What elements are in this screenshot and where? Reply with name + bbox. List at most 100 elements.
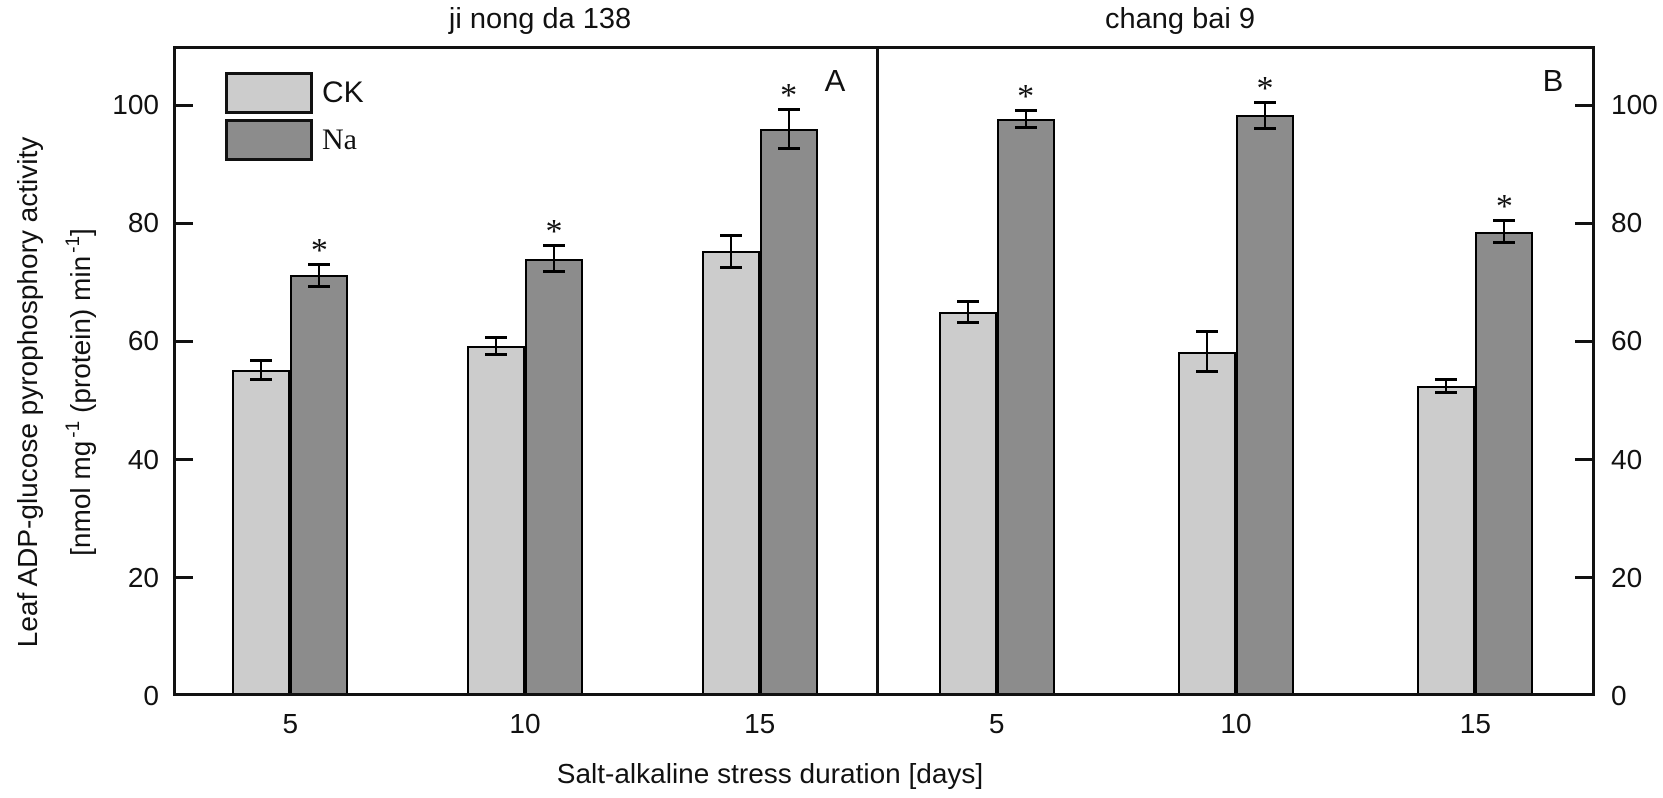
error-bar-cap-top <box>1014 108 1037 112</box>
error-bar-cap-top <box>1196 329 1218 333</box>
plot-area-border <box>173 46 1595 696</box>
error-bar-cap-bottom <box>1014 125 1037 129</box>
panel-a-letter: A <box>824 63 846 98</box>
y-tick-label-left: 80 <box>127 207 159 239</box>
y-tick-label-right: 40 <box>1611 443 1643 475</box>
y-tick-label-left: 100 <box>112 89 159 121</box>
legend-swatch-na <box>225 119 313 161</box>
y-axis-tick-left <box>176 339 193 343</box>
bar-ck-panel-a-day5 <box>232 369 291 696</box>
error-bar-cap-bottom <box>1196 370 1218 374</box>
legend-swatch-ck <box>225 72 313 114</box>
panel-b-letter: B <box>1542 63 1564 98</box>
bar-ck-panel-a-day10 <box>467 346 525 696</box>
bar-ck-panel-b-day5 <box>938 311 997 696</box>
y-tick-label-right: 0 <box>1611 680 1627 711</box>
y-axis-tick-right <box>1575 339 1592 343</box>
error-bar-cap-bottom <box>719 265 742 269</box>
significance-asterisk: * <box>1495 188 1513 226</box>
error-bar-cap-bottom <box>543 270 565 274</box>
legend-label-na: Na <box>322 123 357 156</box>
error-bar-cap-bottom <box>1493 240 1516 244</box>
y-axis-tick-right <box>1575 103 1592 107</box>
y-axis-tick-left <box>176 103 193 107</box>
y-tick-label-left: 40 <box>127 443 159 475</box>
significance-asterisk: * <box>1017 77 1035 115</box>
error-bar-line <box>260 359 263 380</box>
legend-entry-ck: CK <box>225 72 364 114</box>
y-axis-tick-left <box>176 576 193 580</box>
error-bar-cap-bottom <box>1435 390 1458 394</box>
error-bar-cap-top <box>250 358 273 362</box>
error-bar-cap-top <box>543 244 565 248</box>
error-bar-cap-bottom <box>250 377 273 381</box>
y-tick-label-left: 60 <box>127 325 159 357</box>
error-bar-cap-bottom <box>777 147 800 151</box>
y-tick-label-left: 20 <box>127 561 159 593</box>
panel-a-title: ji nong da 138 <box>448 3 632 35</box>
error-bar-line <box>1445 378 1448 393</box>
error-bar-cap-bottom <box>485 353 507 357</box>
y-tick-label-right: 80 <box>1611 207 1643 239</box>
x-tick-label: 15 <box>744 708 776 739</box>
error-bar-cap-top <box>1254 100 1276 104</box>
significance-asterisk: * <box>780 77 798 115</box>
bar-ck-panel-b-day10 <box>1178 351 1236 696</box>
x-axis-title: Salt-alkaline stress duration [days] <box>556 758 984 789</box>
error-bar-cap-top <box>1435 377 1458 381</box>
error-bar-line <box>495 337 497 356</box>
legend: CK Na <box>225 72 364 166</box>
bar-ck-panel-b-day15 <box>1417 385 1476 696</box>
error-bar-cap-top <box>956 300 979 304</box>
x-tick-label: 10 <box>509 708 541 739</box>
x-tick-label: 5 <box>988 708 1005 739</box>
x-tick-label: 5 <box>282 708 299 739</box>
panel-b-title: chang bai 9 <box>1105 3 1255 35</box>
y-axis-tick-left <box>176 221 193 225</box>
x-tick-label: 10 <box>1220 708 1252 739</box>
error-bar-line <box>1503 220 1506 243</box>
bar-na-panel-b-day15 <box>1475 231 1534 696</box>
error-bar-line <box>1206 330 1208 373</box>
significance-asterisk: * <box>1256 69 1274 107</box>
significance-asterisk: * <box>545 213 563 251</box>
error-bar-cap-bottom <box>1254 126 1276 130</box>
y-tick-label-right: 100 <box>1611 89 1658 121</box>
panel-divider-line <box>876 46 879 696</box>
error-bar-cap-top <box>485 336 507 340</box>
error-bar-line <box>553 245 555 273</box>
y-tick-label-left: 0 <box>143 680 159 711</box>
x-tick-label: 15 <box>1459 708 1491 739</box>
legend-entry-na: Na <box>225 119 364 161</box>
y-tick-label-right: 20 <box>1611 561 1643 593</box>
error-bar-line <box>966 301 969 323</box>
bar-na-panel-a-day5 <box>290 275 349 696</box>
y-axis-tick-left <box>176 458 193 462</box>
y-axis-tick-right <box>1575 458 1592 462</box>
bar-ck-panel-a-day15 <box>701 251 760 696</box>
error-bar-line <box>1264 101 1266 129</box>
error-bar-line <box>318 264 321 287</box>
y-axis-title: Leaf ADP-glucose pyrophosphory activity … <box>5 50 101 734</box>
error-bar-cap-bottom <box>308 284 331 288</box>
error-bar-line <box>787 109 790 150</box>
y-axis-tick-right <box>1575 221 1592 225</box>
error-bar-cap-bottom <box>956 320 979 324</box>
superscript: -1 <box>63 420 84 438</box>
bar-na-panel-b-day10 <box>1236 115 1294 696</box>
y-axis-title-units: [nmol mg-1 (protein) min-1] <box>51 50 104 734</box>
legend-label-ck: CK <box>322 76 364 109</box>
significance-asterisk: * <box>310 232 328 270</box>
bar-na-panel-a-day15 <box>759 129 818 696</box>
y-axis-tick-right <box>1575 576 1592 580</box>
y-axis-title-line1: Leaf ADP-glucose pyrophosphory activity <box>12 136 43 648</box>
bar-na-panel-a-day10 <box>525 258 583 696</box>
error-bar-cap-top <box>719 233 742 237</box>
error-bar-line <box>1024 109 1027 128</box>
error-bar-line <box>729 234 732 268</box>
error-bar-cap-top <box>777 108 800 112</box>
bar-na-panel-b-day5 <box>996 118 1055 696</box>
y-tick-label-right: 60 <box>1611 325 1643 357</box>
error-bar-cap-top <box>308 263 331 267</box>
